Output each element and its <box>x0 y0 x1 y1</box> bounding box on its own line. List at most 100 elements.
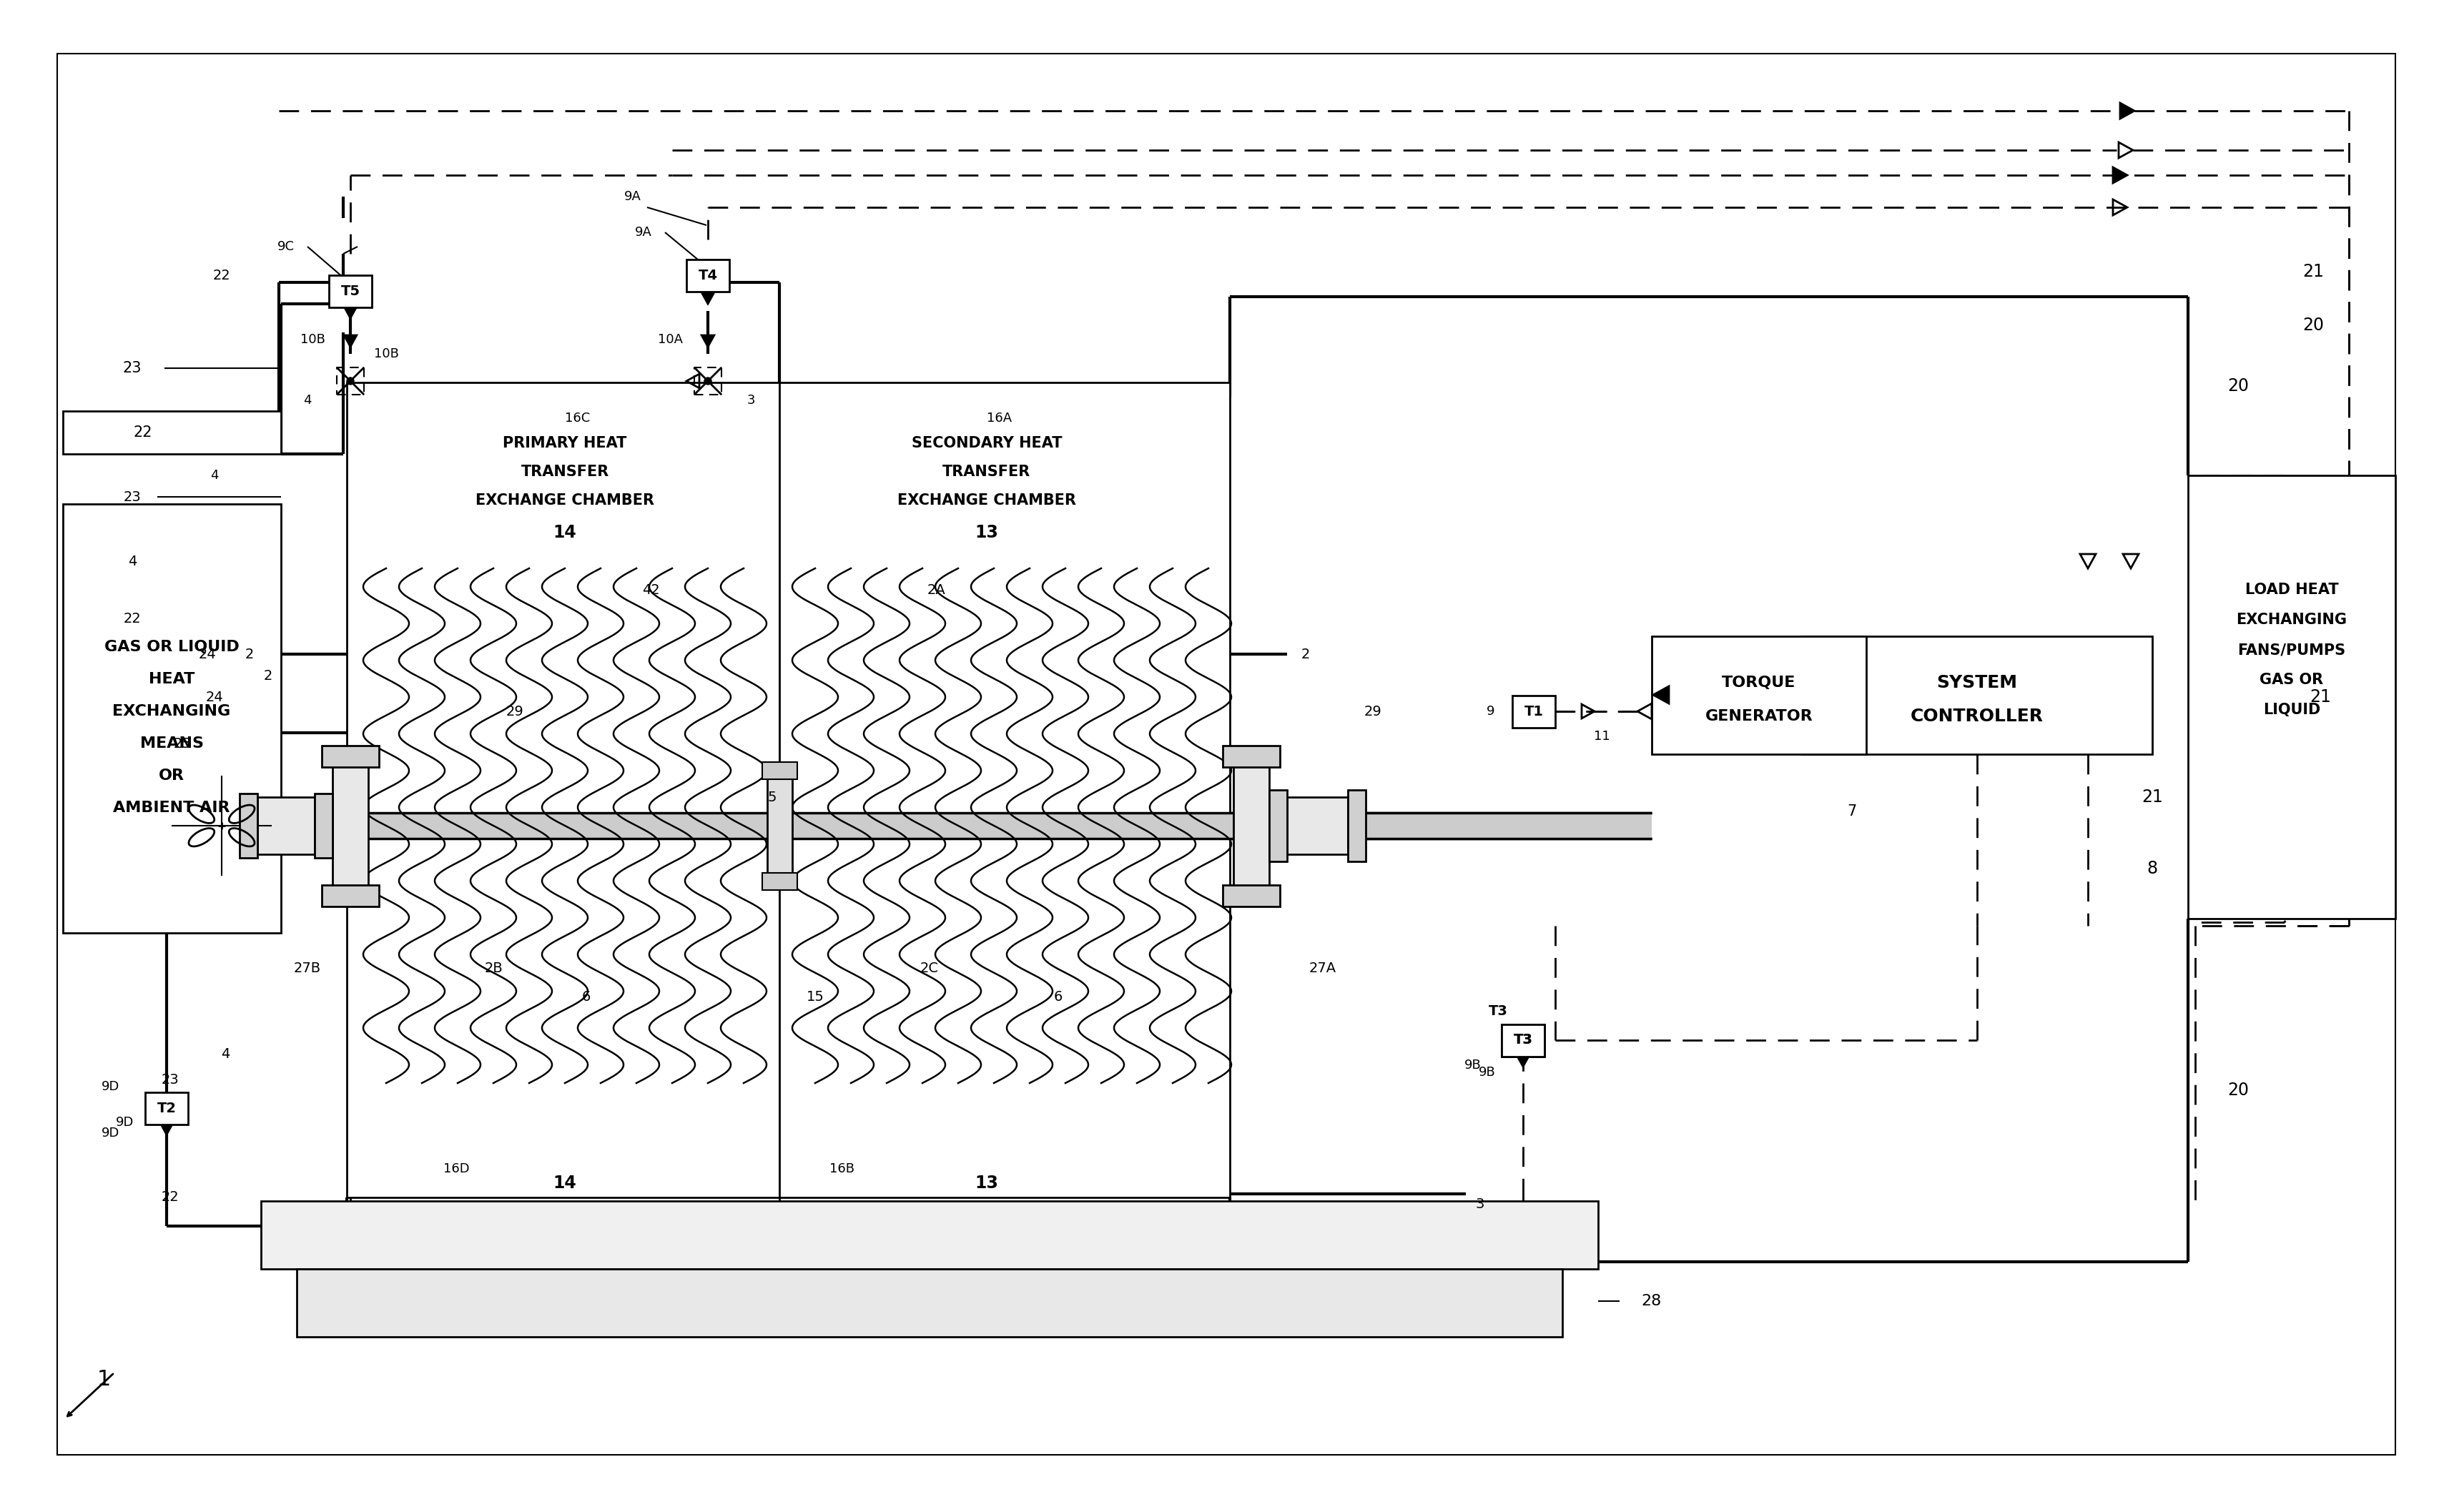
Text: MEANS: MEANS <box>139 736 202 750</box>
Text: 29: 29 <box>505 705 524 718</box>
Text: 14: 14 <box>554 525 576 541</box>
Text: 5: 5 <box>768 791 776 804</box>
Bar <box>2188 475 2395 919</box>
Text: TRANSFER: TRANSFER <box>944 464 1032 479</box>
Text: 28: 28 <box>1641 1294 1661 1308</box>
Bar <box>761 762 798 779</box>
Bar <box>780 383 1229 1198</box>
Text: 2C: 2C <box>920 962 939 975</box>
Text: T1: T1 <box>1524 705 1544 718</box>
Text: EXCHANGE CHAMBER: EXCHANGE CHAMBER <box>476 493 654 508</box>
Bar <box>1222 745 1280 767</box>
Polygon shape <box>1654 686 1668 703</box>
Bar <box>1268 789 1288 862</box>
Text: 6: 6 <box>1054 990 1063 1004</box>
Text: 22: 22 <box>212 269 232 283</box>
Text: 9: 9 <box>1485 705 1495 718</box>
Text: CONTROLLER: CONTROLLER <box>1910 708 2044 724</box>
Bar <box>1651 637 1866 754</box>
Polygon shape <box>344 307 356 318</box>
Bar <box>1288 797 1349 854</box>
Text: GAS OR: GAS OR <box>2261 673 2324 686</box>
Text: 27A: 27A <box>1310 962 1337 975</box>
Text: 4: 4 <box>210 469 220 482</box>
Text: 42: 42 <box>641 584 659 597</box>
Polygon shape <box>1517 1055 1529 1066</box>
Circle shape <box>705 378 712 384</box>
Text: 24: 24 <box>205 691 224 703</box>
Text: 9A: 9A <box>624 191 641 203</box>
Text: 13: 13 <box>976 525 998 541</box>
Text: LIQUID: LIQUID <box>2263 703 2319 717</box>
Bar <box>259 797 315 854</box>
Bar <box>346 383 780 1198</box>
Text: 15: 15 <box>807 990 824 1004</box>
Text: 11: 11 <box>1593 730 1610 742</box>
Text: 23: 23 <box>161 1072 178 1086</box>
Bar <box>685 259 729 292</box>
Text: T3: T3 <box>1488 1005 1507 1019</box>
Text: 8: 8 <box>2146 860 2159 877</box>
Bar <box>63 411 280 454</box>
Text: HEAT: HEAT <box>149 671 195 686</box>
Text: AMBIENT AIR: AMBIENT AIR <box>112 801 229 815</box>
Text: FANS/PUMPS: FANS/PUMPS <box>2237 643 2346 658</box>
Text: 20: 20 <box>2227 378 2249 395</box>
Text: 10B: 10B <box>373 348 398 360</box>
Text: 21: 21 <box>2310 688 2332 706</box>
Bar <box>1802 637 2151 754</box>
Text: SYSTEM: SYSTEM <box>1937 674 2017 691</box>
Bar <box>1502 1024 1544 1057</box>
Text: EXCHANGE CHAMBER: EXCHANGE CHAMBER <box>898 493 1076 508</box>
Text: 1: 1 <box>98 1370 110 1390</box>
Polygon shape <box>2119 103 2134 118</box>
Bar <box>315 794 332 857</box>
Text: T4: T4 <box>698 269 717 283</box>
Bar <box>332 756 368 895</box>
Text: T2: T2 <box>156 1101 176 1114</box>
Bar <box>761 872 798 889</box>
Text: 2A: 2A <box>927 584 946 597</box>
Text: 16B: 16B <box>829 1163 854 1175</box>
Bar <box>1349 789 1366 862</box>
Text: 27B: 27B <box>293 962 322 975</box>
Text: 9B: 9B <box>1478 1066 1495 1078</box>
Bar <box>766 770 793 881</box>
Text: 2: 2 <box>1302 647 1310 661</box>
Text: 3: 3 <box>1476 1198 1485 1211</box>
Text: OR: OR <box>159 768 185 783</box>
Bar <box>298 1269 1563 1337</box>
Text: SECONDARY HEAT: SECONDARY HEAT <box>912 435 1061 451</box>
Text: 20: 20 <box>2227 1081 2249 1099</box>
Circle shape <box>346 378 354 384</box>
Text: PRIMARY HEAT: PRIMARY HEAT <box>502 435 627 451</box>
Text: T5: T5 <box>341 284 361 298</box>
Text: 23: 23 <box>122 361 141 375</box>
Bar <box>263 813 1651 839</box>
Text: 13: 13 <box>976 1175 998 1191</box>
Text: 9D: 9D <box>102 1126 120 1140</box>
Polygon shape <box>702 336 715 346</box>
Bar <box>1222 885 1280 906</box>
Bar <box>322 885 378 906</box>
Text: 9D: 9D <box>117 1116 134 1129</box>
Bar <box>146 1092 188 1123</box>
Bar <box>239 794 259 857</box>
Text: 23: 23 <box>124 490 141 503</box>
Text: 21: 21 <box>2141 789 2163 806</box>
Text: 2: 2 <box>244 647 254 661</box>
Bar <box>261 1201 1598 1269</box>
Text: 9B: 9B <box>1463 1058 1480 1072</box>
Text: TRANSFER: TRANSFER <box>522 464 610 479</box>
Text: LOAD HEAT: LOAD HEAT <box>2244 582 2339 597</box>
Text: 4: 4 <box>127 555 137 569</box>
Text: 16C: 16C <box>566 411 590 425</box>
Text: 10A: 10A <box>659 333 683 346</box>
Text: 14: 14 <box>554 1175 576 1191</box>
Text: EXCHANGING: EXCHANGING <box>112 705 232 718</box>
Text: 9A: 9A <box>634 225 651 239</box>
Text: 20: 20 <box>2302 316 2324 334</box>
Text: 6: 6 <box>583 990 590 1004</box>
Text: T3: T3 <box>1515 1033 1532 1046</box>
Polygon shape <box>702 292 715 304</box>
